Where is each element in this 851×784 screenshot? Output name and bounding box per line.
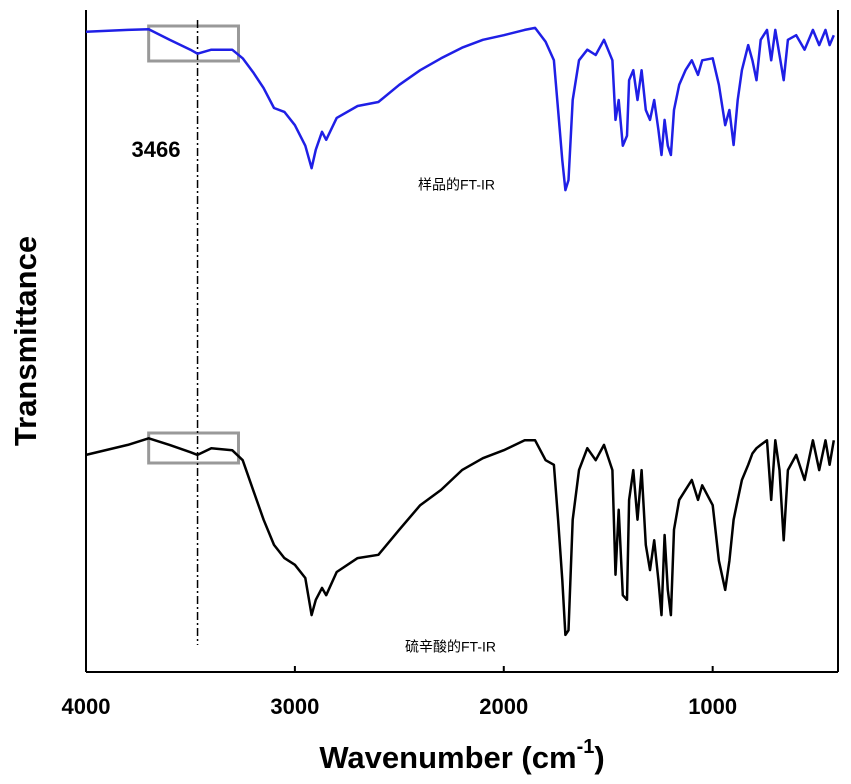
x-axis-label: Wavenumber (cm-1) — [319, 736, 604, 775]
x-axis-label-main: Wavenumber (cm — [319, 740, 576, 775]
x-axis-label-end: ) — [594, 740, 604, 775]
x-tick-label: 1000 — [688, 694, 737, 719]
series-label: 硫辛酸的FT-IR — [405, 639, 496, 655]
highlight-box — [147, 431, 240, 465]
x-tick-label: 4000 — [62, 694, 111, 719]
series-line — [85, 26, 835, 192]
x-axis-label-sup: -1 — [577, 736, 595, 758]
series-label: 样品的FT-IR — [418, 177, 495, 193]
reference-label: 3466 — [132, 137, 181, 162]
x-tick-label: 3000 — [270, 694, 319, 719]
y-axis-label: Transmittance — [8, 236, 43, 446]
highlight-box — [147, 24, 240, 63]
series-line — [85, 437, 836, 637]
x-tick-label: 2000 — [479, 694, 528, 719]
